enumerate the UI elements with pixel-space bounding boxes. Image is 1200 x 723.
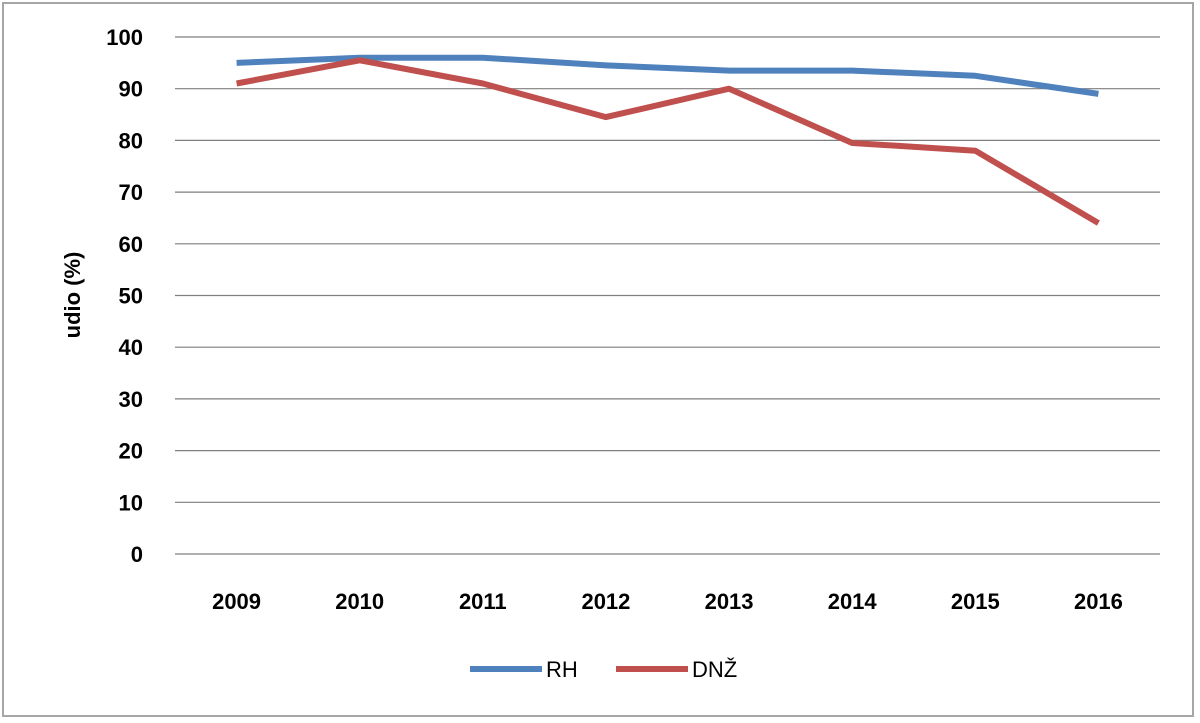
x-tick-label: 2013	[705, 589, 754, 614]
y-tick-label: 90	[119, 77, 143, 102]
x-tick-label: 2012	[581, 589, 630, 614]
gridlines	[175, 36, 1160, 555]
legend: RH DNŽ	[470, 657, 737, 682]
y-tick-label: 60	[119, 232, 143, 257]
y-tick-label: 20	[119, 439, 143, 464]
y-tick-label: 100	[106, 25, 143, 50]
y-tick-label: 10	[119, 490, 143, 515]
x-tick-label: 2009	[212, 589, 261, 614]
y-tick-label: 50	[119, 284, 143, 309]
series-line-rh	[236, 54, 1099, 97]
series-line-dnž	[236, 57, 1100, 226]
series-lines	[236, 54, 1100, 226]
x-tick-label: 2014	[828, 589, 878, 614]
y-tick-label: 0	[131, 542, 143, 567]
y-axis-ticks: 0 10 20 30 40 50 60 70 80 90 100	[106, 25, 143, 567]
y-tick-label: 40	[119, 335, 143, 360]
x-axis-ticks: 2009 2010 2011 2012 2013 2014 2015 2016	[212, 589, 1123, 614]
x-tick-label: 2016	[1074, 589, 1123, 614]
legend-label: DNŽ	[692, 657, 737, 682]
x-tick-label: 2015	[951, 589, 1000, 614]
y-tick-label: 80	[119, 128, 143, 153]
x-tick-label: 2011	[459, 589, 507, 614]
y-tick-label: 70	[119, 180, 143, 205]
x-tick-label: 2010	[335, 589, 384, 614]
legend-label: RH	[546, 657, 578, 682]
y-tick-label: 30	[119, 387, 143, 412]
y-axis-label: udio (%)	[60, 252, 85, 339]
